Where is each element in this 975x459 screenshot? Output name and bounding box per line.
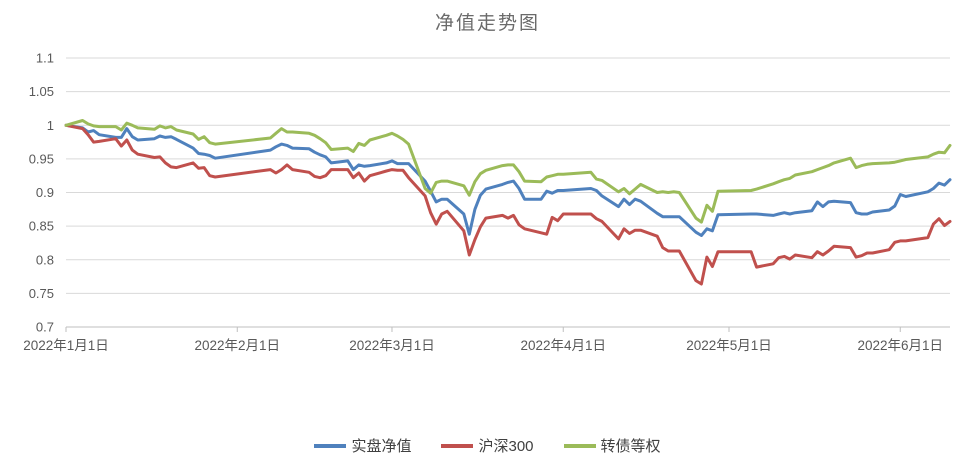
y-axis-tick-label: 0.8 bbox=[36, 252, 54, 267]
y-axis-tick-label: 0.75 bbox=[29, 286, 54, 301]
y-axis-tick-label: 1.05 bbox=[29, 84, 54, 99]
x-axis-tick-label: 2022年3月1日 bbox=[349, 338, 435, 353]
series-line-hs300 bbox=[64, 123, 952, 286]
x-axis-tick-label: 2022年5月1日 bbox=[686, 338, 772, 353]
y-axis-tick-label: 0.95 bbox=[29, 151, 54, 166]
legend-swatch-zhuanzhai bbox=[563, 443, 596, 448]
legend-item-shipan: 实盘净值 bbox=[314, 435, 411, 456]
y-axis-tick-label: 0.7 bbox=[36, 320, 54, 335]
legend-item-zhuanzhai: 转债等权 bbox=[563, 435, 661, 456]
series-line-zhuanzhai bbox=[64, 119, 952, 224]
x-axis-tick-label: 2022年4月1日 bbox=[520, 338, 606, 353]
chart-legend: 实盘净值 沪深300 转债等权 bbox=[0, 435, 975, 456]
legend-swatch-shipan bbox=[314, 443, 347, 448]
legend-item-hs300: 沪深300 bbox=[441, 435, 534, 456]
y-axis-tick-label: 1 bbox=[47, 118, 54, 133]
x-axis-tick-label: 2022年6月1日 bbox=[857, 338, 943, 353]
legend-label-zhuanzhai: 转债等权 bbox=[600, 438, 661, 455]
x-axis-tick-label: 2022年2月1日 bbox=[194, 338, 280, 353]
legend-label-shipan: 实盘净值 bbox=[351, 438, 412, 455]
x-axis-tick-label: 2022年1月1日 bbox=[23, 338, 109, 353]
y-axis-tick-label: 0.9 bbox=[36, 185, 54, 200]
series-line-shipan bbox=[64, 123, 952, 237]
legend-swatch-hs300 bbox=[441, 443, 474, 448]
y-axis-tick-label: 0.85 bbox=[29, 219, 54, 234]
chart-title: 净值走势图 bbox=[434, 13, 540, 34]
y-axis-tick-label: 1.1 bbox=[36, 51, 54, 66]
legend-label-hs300: 沪深300 bbox=[478, 438, 534, 455]
